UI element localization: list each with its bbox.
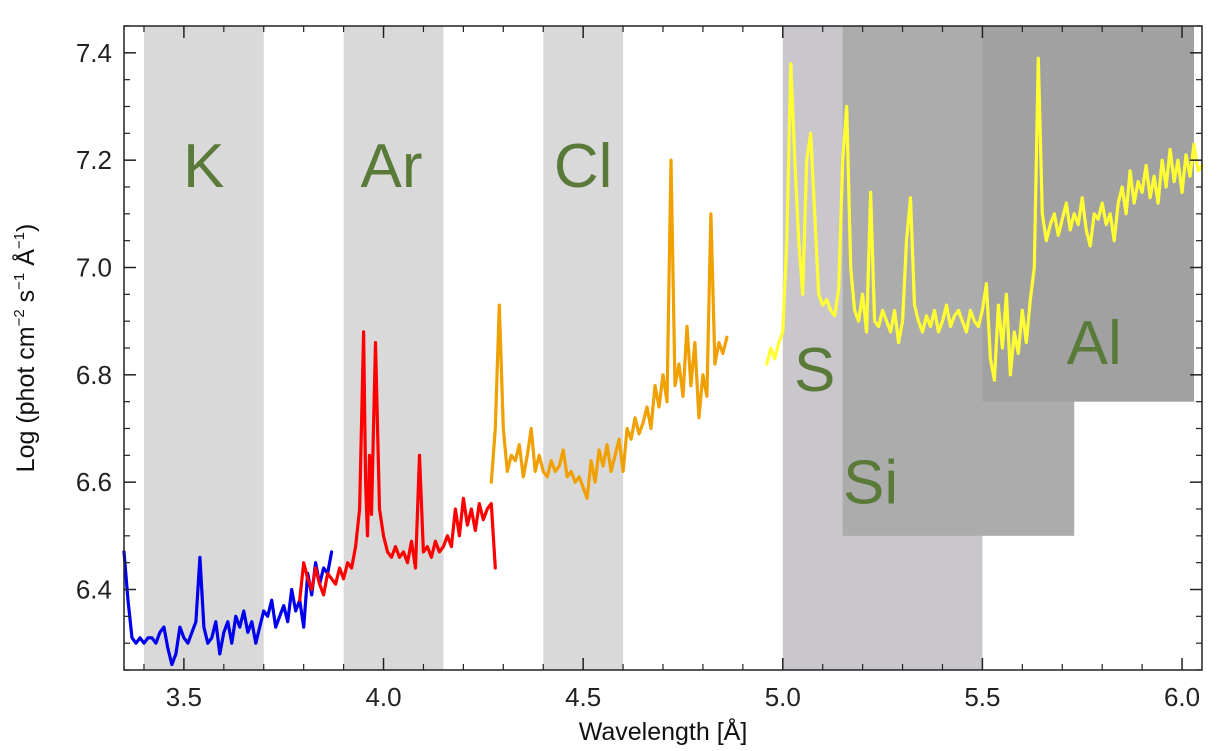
- axis-ticks: [124, 25, 1202, 671]
- band-label-s: S: [794, 336, 835, 405]
- axis-tick-labels: 3.5 4.0 4.5 5.0 5.5 6.0 6.4 6.6 6.8 7.0 7.2 7.4: [76, 38, 1200, 712]
- y-axis-title: Log (phot cm−2 s−1 Å−1): [10, 224, 40, 473]
- y-title-superscript: −2: [11, 309, 28, 326]
- x-tick-label: 4.0: [365, 682, 401, 712]
- x-tick-label: 3.5: [166, 682, 202, 712]
- y-tick-label: 7.2: [76, 145, 112, 175]
- y-tick-label: 7.0: [76, 253, 112, 283]
- y-tick-label: 6.4: [76, 575, 112, 605]
- band-label-k: K: [183, 132, 224, 201]
- x-tick-label: 4.5: [565, 682, 601, 712]
- band-label-si: Si: [843, 449, 898, 518]
- y-title-text: Å: [10, 249, 40, 273]
- series-line-k: [122, 550, 334, 667]
- x-tick-label: 5.5: [964, 682, 1000, 712]
- y-tick-label: 6.8: [76, 360, 112, 390]
- y-tick-label: 7.4: [76, 38, 112, 68]
- x-tick-label: 5.0: [765, 682, 801, 712]
- band-ar: [343, 26, 444, 670]
- y-title-superscript: −1: [11, 273, 28, 290]
- x-tick-label: 6.0: [1164, 682, 1200, 712]
- band-al: [982, 26, 1195, 402]
- band-label-cl: Cl: [554, 132, 613, 201]
- y-title-superscript: −1: [11, 232, 28, 249]
- element-labels: K Ar Cl SSi Al: [183, 132, 1122, 518]
- series-line-s-si-al: [765, 56, 1204, 382]
- series-line-cl: [489, 158, 729, 500]
- x-axis-title: Wavelength [Å]: [579, 716, 748, 746]
- band-label-al: Al: [1067, 309, 1122, 378]
- spectrum-series: [122, 56, 1204, 667]
- series-line-ar: [298, 330, 497, 602]
- y-title-text: s: [12, 290, 40, 309]
- y-title-text: ): [12, 224, 40, 232]
- y-tick-label: 6.6: [76, 467, 112, 497]
- band-k: [143, 26, 264, 670]
- band-cl: [543, 26, 624, 670]
- band-label-ar: Ar: [361, 132, 423, 201]
- element-bands: [143, 26, 1195, 670]
- y-title-text: Log (phot cm: [12, 326, 40, 472]
